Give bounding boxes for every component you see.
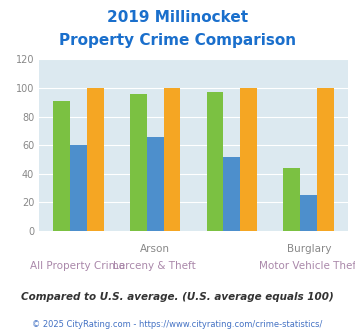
Bar: [130, 94, 147, 231]
Bar: [240, 88, 257, 231]
Text: Motor Vehicle Theft: Motor Vehicle Theft: [259, 261, 355, 271]
Bar: [283, 168, 300, 231]
Text: All Property Crime: All Property Crime: [30, 261, 125, 271]
Bar: [207, 92, 223, 231]
Bar: [70, 145, 87, 231]
Bar: [223, 157, 240, 231]
Bar: [300, 195, 317, 231]
Text: Larceny & Theft: Larceny & Theft: [114, 261, 196, 271]
Bar: [53, 101, 70, 231]
Text: Arson: Arson: [140, 244, 170, 254]
Bar: [147, 137, 164, 231]
Bar: [87, 88, 104, 231]
Text: Compared to U.S. average. (U.S. average equals 100): Compared to U.S. average. (U.S. average …: [21, 292, 334, 302]
Bar: [317, 88, 334, 231]
Text: Property Crime Comparison: Property Crime Comparison: [59, 33, 296, 48]
Text: Burglary: Burglary: [287, 244, 332, 254]
Bar: [164, 88, 180, 231]
Text: © 2025 CityRating.com - https://www.cityrating.com/crime-statistics/: © 2025 CityRating.com - https://www.city…: [32, 320, 323, 329]
Text: 2019 Millinocket: 2019 Millinocket: [107, 10, 248, 25]
